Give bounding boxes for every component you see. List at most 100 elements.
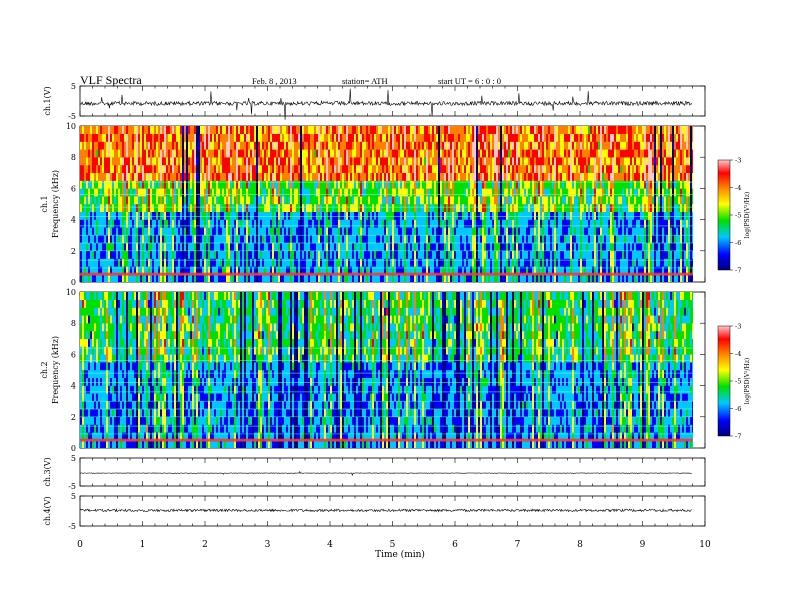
spectrogram-cell bbox=[524, 149, 527, 158]
spectrogram-cell bbox=[182, 180, 185, 189]
spectrogram-cell bbox=[502, 219, 505, 228]
spectrogram-cell bbox=[278, 149, 281, 158]
spectrogram-cell bbox=[146, 133, 149, 142]
spectrogram-cell bbox=[402, 211, 405, 220]
spectrogram-cell bbox=[370, 172, 373, 181]
spectrogram-cell bbox=[82, 266, 85, 275]
spectrogram-cell bbox=[264, 172, 267, 181]
spectrogram-cell bbox=[394, 180, 397, 189]
spectrogram-cell bbox=[298, 157, 301, 166]
spectrogram-cell bbox=[510, 211, 513, 220]
spectrogram-cell bbox=[460, 196, 463, 205]
spectrogram-cell bbox=[412, 165, 415, 173]
spectrogram-cell bbox=[86, 133, 89, 142]
spectrogram-cell bbox=[486, 204, 489, 212]
spectrogram-cell bbox=[150, 258, 153, 267]
spectrogram-cell bbox=[410, 243, 413, 251]
spectrogram-cell bbox=[248, 157, 251, 166]
spectrogram-cell bbox=[340, 165, 343, 173]
spectrogram-cell bbox=[166, 180, 169, 189]
spectrogram-cell bbox=[272, 157, 275, 166]
spectrogram-cell bbox=[194, 274, 197, 282]
spectrogram-cell bbox=[260, 243, 263, 251]
spectrogram-cell bbox=[108, 274, 111, 282]
spectrogram-cell bbox=[158, 165, 161, 173]
spectrogram-cell bbox=[384, 274, 387, 282]
spectrogram-cell bbox=[302, 133, 305, 142]
spectrogram-cell bbox=[128, 243, 131, 251]
spectrogram-cell bbox=[454, 274, 457, 282]
spectrogram-cell bbox=[498, 274, 501, 282]
spectrogram-cell bbox=[426, 172, 429, 181]
spectrogram-cell bbox=[414, 274, 417, 282]
spectrogram-cell bbox=[292, 141, 295, 150]
spectrogram-cell bbox=[412, 258, 415, 267]
spectrogram-cell bbox=[248, 141, 251, 150]
spectrogram-cell bbox=[456, 211, 459, 220]
spectrogram-cell bbox=[202, 258, 205, 267]
spectrogram-cell bbox=[334, 219, 337, 228]
spectrogram-cell bbox=[484, 235, 487, 244]
spectrogram-cell bbox=[428, 274, 431, 282]
spectrogram-cell bbox=[334, 211, 337, 220]
spectrogram-cell bbox=[484, 172, 487, 181]
spectrogram-cell bbox=[312, 235, 315, 244]
spectrogram-cell bbox=[404, 157, 407, 166]
spectrogram-cell bbox=[208, 235, 211, 244]
spectrogram-cell bbox=[542, 157, 545, 166]
spectrogram-cell bbox=[458, 172, 461, 181]
spectrogram-cell bbox=[496, 141, 499, 150]
spectrogram-cell bbox=[178, 126, 181, 134]
spectrogram-cell bbox=[178, 274, 181, 282]
spectrogram-cell bbox=[552, 243, 555, 251]
spectrogram-cell bbox=[524, 188, 527, 197]
spectrogram-cell bbox=[456, 227, 459, 236]
spectrogram-cell bbox=[262, 149, 265, 158]
spectrogram-cell bbox=[506, 172, 509, 181]
spectrogram-cell bbox=[494, 219, 497, 228]
spectrogram-cell bbox=[86, 235, 89, 244]
spectrogram-cell bbox=[180, 165, 183, 173]
spectrogram-cell bbox=[252, 243, 255, 251]
spectrogram-cell bbox=[122, 149, 125, 158]
spectrogram-cell bbox=[272, 219, 275, 228]
spectrogram-cell bbox=[328, 133, 331, 142]
spectrogram-cell bbox=[442, 204, 445, 212]
spectrogram-cell bbox=[390, 149, 393, 158]
spectrogram-cell bbox=[212, 266, 215, 275]
spectrogram-cell bbox=[240, 266, 243, 275]
spectrogram-cell bbox=[186, 266, 189, 275]
spectrogram-cell bbox=[268, 133, 271, 142]
spectrogram-cell bbox=[204, 141, 207, 150]
spectrogram-cell bbox=[120, 250, 123, 259]
spectrogram-cell bbox=[254, 211, 257, 220]
spectrogram-cell bbox=[456, 243, 459, 251]
spectrogram-cell bbox=[378, 219, 381, 228]
spectrogram-cell bbox=[206, 149, 209, 158]
spectrogram-cell bbox=[446, 235, 449, 244]
spectrogram-cell bbox=[306, 211, 309, 220]
spectrogram-cell bbox=[504, 188, 507, 197]
spectrogram-cell bbox=[310, 133, 313, 142]
spectrogram-cell bbox=[402, 180, 405, 189]
spectrogram-cell bbox=[142, 149, 145, 158]
spectrogram-cell bbox=[308, 235, 311, 244]
spectrogram-cell bbox=[446, 126, 449, 134]
spectrogram-cell bbox=[546, 204, 549, 212]
spectrogram-cell bbox=[546, 165, 549, 173]
spectrogram-cell bbox=[186, 188, 189, 197]
spectrogram-cell bbox=[380, 250, 383, 259]
spectrogram-cell bbox=[298, 149, 301, 158]
spectrogram-cell bbox=[166, 266, 169, 275]
spectrogram-cell bbox=[104, 172, 107, 181]
spectrogram-cell bbox=[244, 165, 247, 173]
spectrogram-cell bbox=[404, 219, 407, 228]
spectrogram-cell bbox=[258, 188, 261, 197]
spectrogram-cell bbox=[374, 157, 377, 166]
spectrogram-cell bbox=[418, 133, 421, 142]
spectrogram-cell bbox=[106, 211, 109, 220]
spectrogram-cell bbox=[362, 149, 365, 158]
spectrogram-cell bbox=[296, 196, 299, 205]
spectrogram-cell bbox=[504, 165, 507, 173]
spectrogram-cell bbox=[134, 235, 137, 244]
